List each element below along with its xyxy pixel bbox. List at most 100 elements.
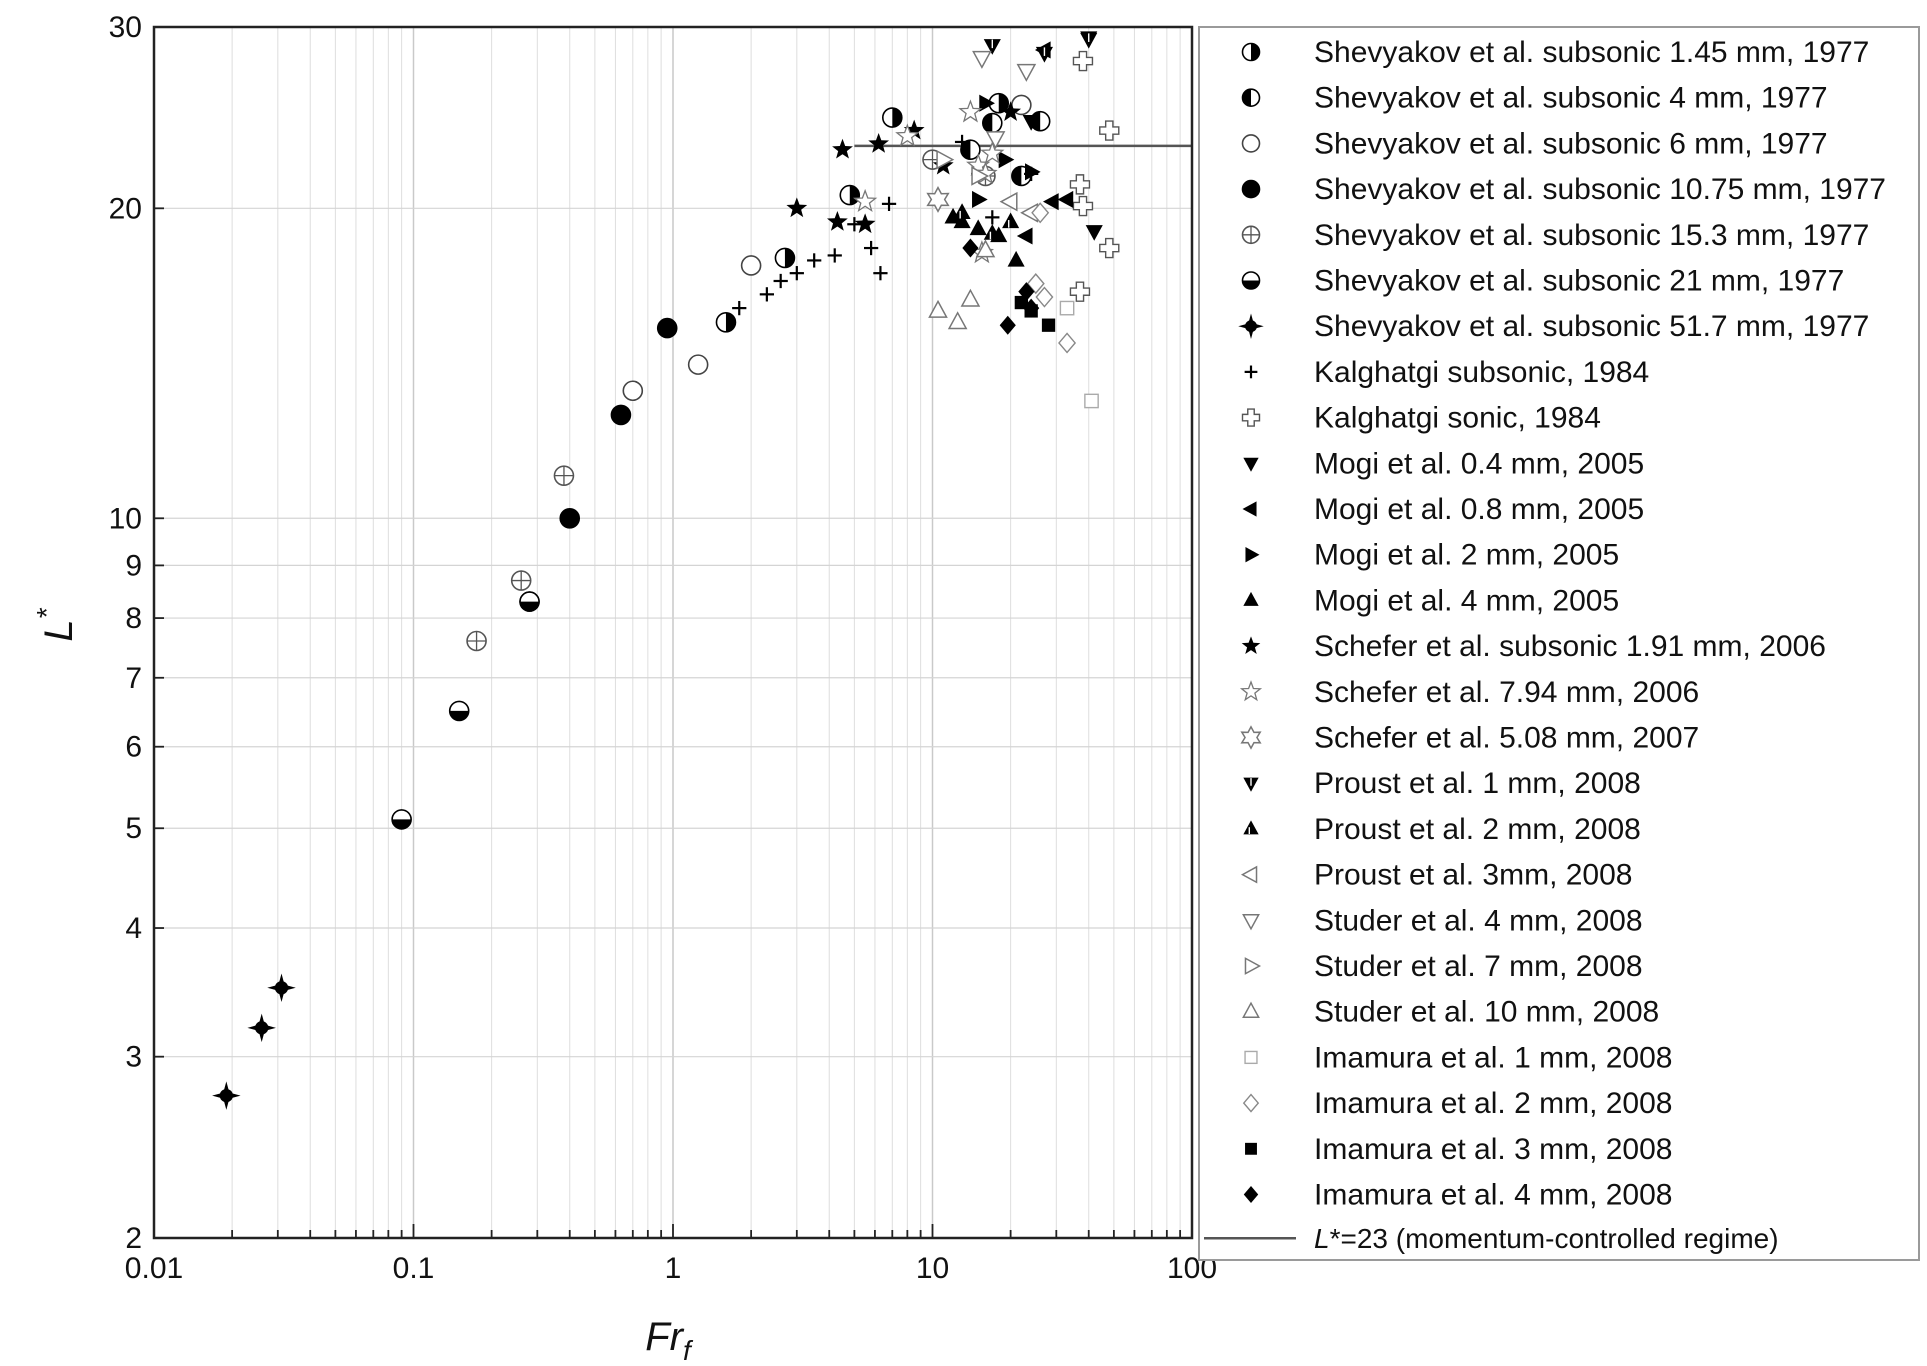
legend-label: Shevyakov et al. subsonic 15.3 mm, 1977 xyxy=(1314,219,1869,252)
data-point-series-9 xyxy=(1069,281,1091,302)
x-axis-title-main: Fr xyxy=(645,1315,684,1359)
data-point-series-8 xyxy=(827,248,842,263)
legend-marker-24 xyxy=(1242,1093,1260,1113)
data-point-series-6 xyxy=(448,700,470,722)
legend-marker-23 xyxy=(1244,1050,1258,1065)
data-point-series-14 xyxy=(868,132,890,153)
data-point-series-23 xyxy=(1084,393,1099,409)
legend-label: Imamura et al. 2 mm, 2008 xyxy=(1314,1087,1672,1120)
y-axis-title: L* xyxy=(31,607,81,641)
legend-label: Shevyakov et al. subsonic 1.45 mm, 1977 xyxy=(1314,36,1869,69)
y-tick-label: 8 xyxy=(125,602,142,635)
data-point-series-8 xyxy=(807,253,822,268)
data-point-series-9 xyxy=(1072,50,1094,72)
legend-label: Imamura et al. 4 mm, 2008 xyxy=(1314,1179,1672,1212)
data-point-series-10 xyxy=(1085,225,1103,241)
legend-marker-19 xyxy=(1240,865,1258,884)
data-point-series-22 xyxy=(947,311,968,330)
legend-marker-18 xyxy=(1243,820,1259,835)
data-point-series-26 xyxy=(962,238,979,258)
data-point-series-13 xyxy=(944,207,962,224)
y-tick-label: 20 xyxy=(109,192,142,225)
legend-marker-25 xyxy=(1245,1142,1257,1155)
data-point-series-15 xyxy=(980,140,1005,165)
legend-label: Kalghatgi subsonic, 1984 xyxy=(1314,356,1649,389)
legend-reference-label: L*=23 (momentum-controlled regime) xyxy=(1314,1223,1779,1254)
legend-label: Shevyakov et al. subsonic 10.75 mm, 1977 xyxy=(1314,173,1886,206)
x-axis-title: Frf xyxy=(645,1315,694,1366)
data-point-series-26 xyxy=(1023,298,1040,318)
data-point-series-9 xyxy=(1072,195,1094,217)
legend-label: Imamura et al. 1 mm, 2008 xyxy=(1314,1041,1672,1074)
data-point-series-8 xyxy=(863,240,879,256)
data-point-series-5 xyxy=(466,630,487,652)
legend-label: Shevyakov et al. subsonic 4 mm, 1977 xyxy=(1314,82,1828,115)
y-tick-label: 30 xyxy=(109,11,142,44)
data-point-series-8 xyxy=(881,196,897,211)
data-point-series-17 xyxy=(1035,46,1053,63)
legend-marker-15 xyxy=(1239,680,1263,702)
legend-label: Schefer et al. subsonic 1.91 mm, 2006 xyxy=(1314,630,1826,663)
legend-label: Mogi et al. 0.4 mm, 2005 xyxy=(1314,447,1644,480)
data-point-series-14 xyxy=(1000,101,1022,121)
data-point-series-12 xyxy=(979,94,995,112)
data-point-series-24 xyxy=(1058,332,1077,354)
data-point-series-22 xyxy=(960,288,981,307)
data-point-series-7 xyxy=(247,1013,276,1043)
legend-marker-26 xyxy=(1243,1186,1259,1203)
legend-label: Schefer et al. 7.94 mm, 2006 xyxy=(1314,676,1699,709)
data-point-series-2 xyxy=(982,112,1003,134)
data-point-series-21 xyxy=(936,149,955,170)
legend-marker-20 xyxy=(1242,914,1260,931)
x-tick-label: 0.1 xyxy=(393,1252,435,1285)
legend-label: Mogi et al. 0.8 mm, 2005 xyxy=(1314,493,1644,526)
x-tick-label: 10 xyxy=(916,1252,949,1285)
data-point-series-22 xyxy=(975,239,996,258)
legend-marker-17 xyxy=(1243,777,1259,792)
data-point-series-8 xyxy=(789,266,804,281)
legend-label: Studer et al. 7 mm, 2008 xyxy=(1314,950,1643,983)
data-point-series-6 xyxy=(519,591,540,612)
y-tick-label: 2 xyxy=(125,1222,142,1255)
y-tick-label: 3 xyxy=(125,1041,142,1074)
legend-label: Proust et al. 3mm, 2008 xyxy=(1314,859,1633,892)
data-point-series-22 xyxy=(928,299,948,318)
data-point-series-12 xyxy=(972,190,988,209)
legend-label: Proust et al. 1 mm, 2008 xyxy=(1314,767,1641,800)
data-point-series-18 xyxy=(983,224,1001,240)
data-point-series-1 xyxy=(839,184,861,206)
data-point-series-7 xyxy=(267,973,296,1002)
data-point-series-11 xyxy=(1057,190,1074,209)
legend-marker-22 xyxy=(1242,1001,1260,1018)
data-point-series-15 xyxy=(958,99,983,123)
data-point-series-26 xyxy=(999,315,1016,335)
data-point-series-20 xyxy=(985,131,1006,150)
y-tick-label: 4 xyxy=(125,912,142,945)
legend-marker-12 xyxy=(1245,547,1260,563)
data-point-series-3 xyxy=(740,255,762,276)
legend: Shevyakov et al. subsonic 1.45 mm, 1977 S… xyxy=(1198,26,1920,1261)
data-point-series-9 xyxy=(1099,120,1120,141)
legend-marker-11 xyxy=(1242,501,1257,517)
legend-reference-label-text: *=23 (momentum-controlled regime) xyxy=(1330,1223,1779,1254)
legend-marker-16 xyxy=(1240,725,1262,750)
data-point-series-13 xyxy=(953,212,971,229)
legend-marker-6 xyxy=(1241,271,1261,290)
data-point-series-5 xyxy=(553,465,575,486)
legend-frame xyxy=(1198,26,1920,1261)
data-point-series-18 xyxy=(953,203,971,219)
data-point-series-1 xyxy=(882,107,903,128)
data-point-series-8 xyxy=(773,273,788,289)
data-point-series-16 xyxy=(926,186,950,213)
x-axis-title-subscript: f xyxy=(683,1335,694,1366)
legend-marker-7 xyxy=(1238,313,1264,339)
legend-label: Proust et al. 2 mm, 2008 xyxy=(1314,813,1641,846)
legend-marker-3 xyxy=(1241,134,1261,153)
legend-marker-5 xyxy=(1241,225,1261,245)
data-point-series-1 xyxy=(715,312,737,333)
legend-label: Studer et al. 4 mm, 2008 xyxy=(1314,904,1643,937)
data-point-series-4 xyxy=(559,507,581,529)
y-axis-title-superscript: * xyxy=(31,607,62,619)
x-tick-label: 1 xyxy=(665,1252,682,1285)
